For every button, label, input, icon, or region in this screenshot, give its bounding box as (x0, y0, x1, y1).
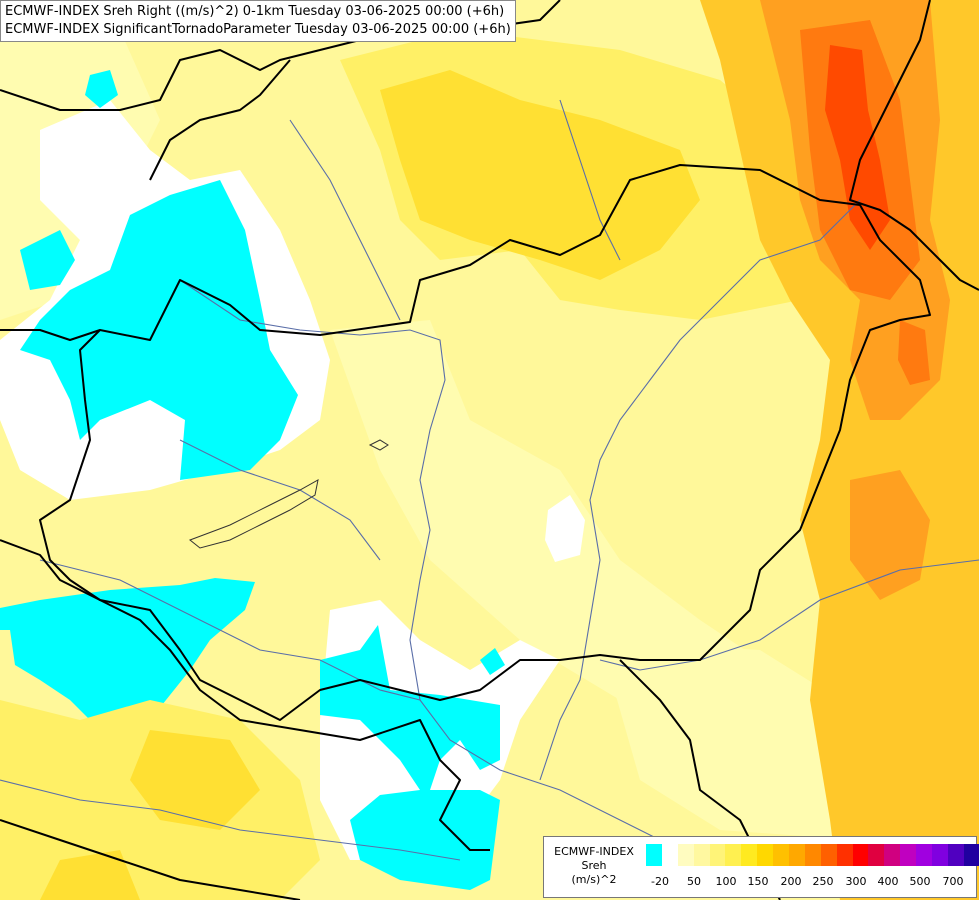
legend-swatch (932, 844, 948, 866)
legend-swatch (789, 844, 805, 866)
legend-tick-label: 500 (909, 875, 931, 888)
river-sava (0, 779, 461, 861)
legend-swatch (884, 844, 901, 866)
gold-zone-southwest (40, 730, 260, 900)
legend-model: ECMWF-INDEX (554, 845, 634, 858)
cyan-region-northwest (20, 70, 298, 480)
legend-ticks: -20 50 100 150 200 250 300 400 500 700 (646, 875, 964, 889)
border-hungary (39, 164, 931, 721)
legend-swatch (725, 844, 742, 866)
legend-swatch (693, 844, 710, 866)
river-lines (0, 99, 979, 861)
river-slovak (559, 99, 621, 261)
border-south (0, 539, 490, 851)
legend-swatch (661, 844, 678, 866)
river-tisza (539, 199, 861, 781)
lake-small (368, 439, 389, 451)
legend-swatch (852, 844, 869, 866)
title-line-2: ECMWF-INDEX SignificantTornadoParameter … (5, 22, 511, 37)
border-west (0, 329, 101, 341)
legend-tick-label: 200 (780, 875, 802, 888)
legend-tick-label: 700 (942, 875, 964, 888)
border-east (849, 0, 979, 291)
border-southwest (0, 819, 301, 900)
legend-tick-label: 250 (812, 875, 834, 888)
legend-tick-label: 150 (747, 875, 769, 888)
legend-swatch (900, 844, 917, 866)
legend-tick-label: 50 (687, 875, 701, 888)
legend-swatch (947, 844, 964, 866)
legend-swatch (804, 844, 821, 866)
legend-swatch (677, 844, 694, 866)
legend-swatch (820, 844, 837, 866)
legend-swatch (709, 844, 726, 866)
river-north (289, 119, 401, 321)
cyan-region-small-south (480, 648, 505, 675)
legend-swatch (773, 844, 790, 866)
legend-unit: (m/s)^2 (571, 873, 617, 886)
lake-balaton (189, 479, 319, 549)
white-region-center (545, 495, 585, 562)
legend-tick-label: 300 (845, 875, 867, 888)
legend-swatch (836, 844, 853, 866)
cyan-region-south (320, 625, 500, 890)
legend-swatch (741, 844, 758, 866)
red-orange-core (825, 45, 890, 250)
legend-swatches (646, 844, 979, 866)
legend-swatch (868, 844, 885, 866)
river-mures (599, 559, 979, 671)
legend-swatch (757, 844, 774, 866)
legend-swatch (963, 844, 979, 866)
gold-zone-north (380, 70, 700, 280)
legend-label: ECMWF-INDEX Sreh (m/s)^2 (544, 845, 644, 887)
map-title-box: ECMWF-INDEX Sreh Right ((m/s)^2) 0-1km T… (0, 0, 516, 42)
river-drava (39, 559, 421, 701)
title-line-1: ECMWF-INDEX Sreh Right ((m/s)^2) 0-1km T… (5, 4, 505, 19)
legend-parameter: Sreh (581, 859, 607, 872)
legend-swatch (916, 844, 933, 866)
legend-tick-label: -20 (651, 875, 669, 888)
color-legend: ECMWF-INDEX Sreh (m/s)^2 -20 50 100 150 200 2… (543, 836, 979, 898)
river-danube (179, 279, 701, 861)
legend-tick-label: 400 (877, 875, 899, 888)
legend-tick-label: 100 (715, 875, 737, 888)
pale-field-center (330, 320, 760, 720)
border-north-2 (149, 59, 291, 181)
legend-swatch (646, 844, 662, 866)
